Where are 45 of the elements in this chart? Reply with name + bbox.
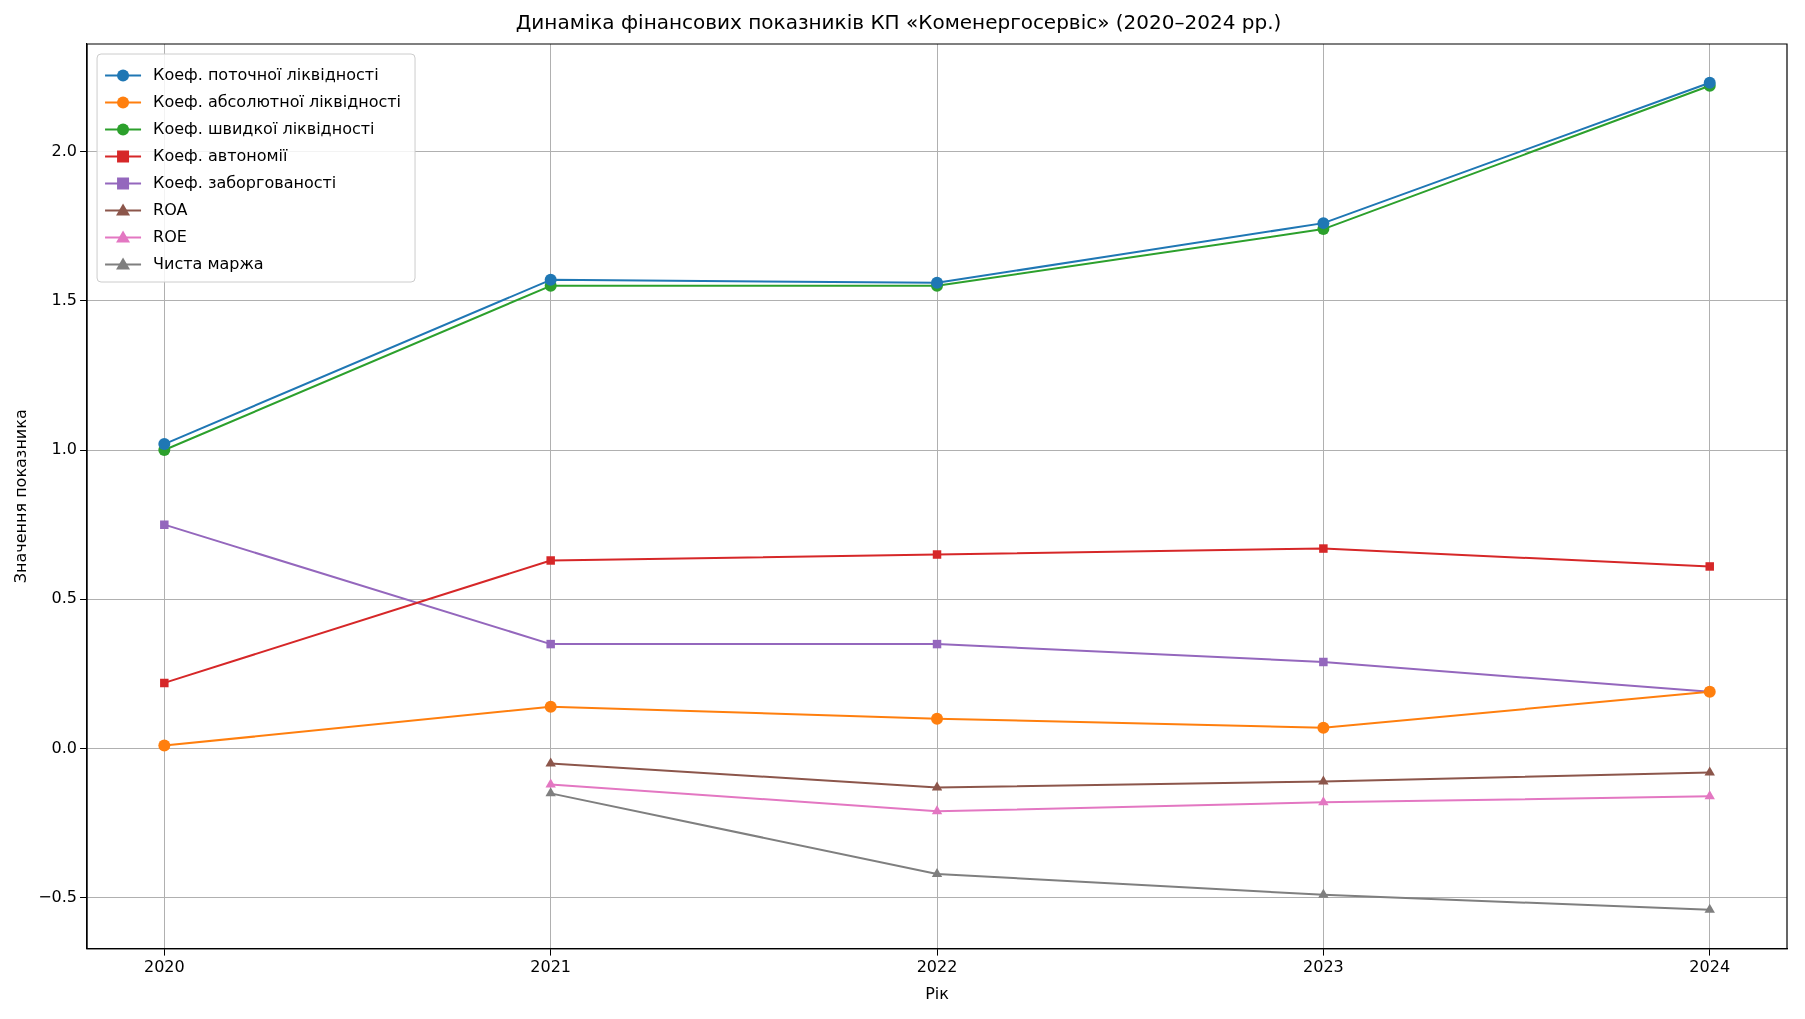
point (160, 520, 169, 529)
point (1318, 796, 1329, 806)
legend-label: Коеф. абсолютної ліквідності (153, 91, 402, 111)
point (160, 678, 169, 688)
point (931, 712, 944, 725)
point (545, 757, 556, 767)
y-tick-label: 2.0 (51, 140, 78, 160)
point (158, 739, 171, 752)
x-tick-label: 2021 (530, 957, 572, 977)
point (1704, 903, 1715, 913)
legend-label: Коеф. заборгованості (153, 172, 337, 192)
point (1317, 217, 1330, 230)
y-tick-label: 0.0 (51, 737, 78, 757)
point (158, 438, 171, 451)
chart-title: Динаміка фінансових показників КП «Коменергосервіс» (2020–2024 рр.) (515, 10, 1282, 35)
point (1704, 790, 1715, 800)
y-tick-label: 1.0 (51, 439, 78, 459)
legend-label: Коеф. автономії (153, 145, 288, 165)
x-tick-label: 2024 (1689, 957, 1731, 977)
x-tick-label: 2022 (916, 957, 958, 977)
point (931, 805, 943, 815)
point (1317, 721, 1330, 734)
point (1319, 657, 1328, 667)
point (931, 781, 943, 791)
point (546, 556, 555, 565)
legend-label: ROE (153, 226, 187, 246)
x-axis-title: Рік (925, 983, 950, 1003)
point (1319, 544, 1328, 553)
legend-label: Коеф. поточної ліквідності (153, 64, 379, 84)
point (1705, 562, 1714, 571)
y-tick-label: 1.5 (51, 289, 78, 309)
point (544, 273, 557, 286)
point (931, 867, 943, 877)
y-axis-title: Значення показника (10, 409, 30, 584)
y-tick-label: −0.5 (38, 887, 78, 906)
legend-label: ROA (153, 199, 188, 219)
point (546, 639, 555, 649)
x-tick-label: 2020 (143, 957, 185, 977)
legend-label: Чиста маржа (153, 253, 264, 273)
x-tick-label: 2023 (1303, 957, 1344, 977)
y-tick-label: 0.5 (51, 588, 78, 608)
point (544, 700, 557, 713)
point (932, 550, 942, 559)
legend-label: Коеф. швидкої ліквідності (153, 118, 375, 138)
point (1318, 888, 1329, 898)
